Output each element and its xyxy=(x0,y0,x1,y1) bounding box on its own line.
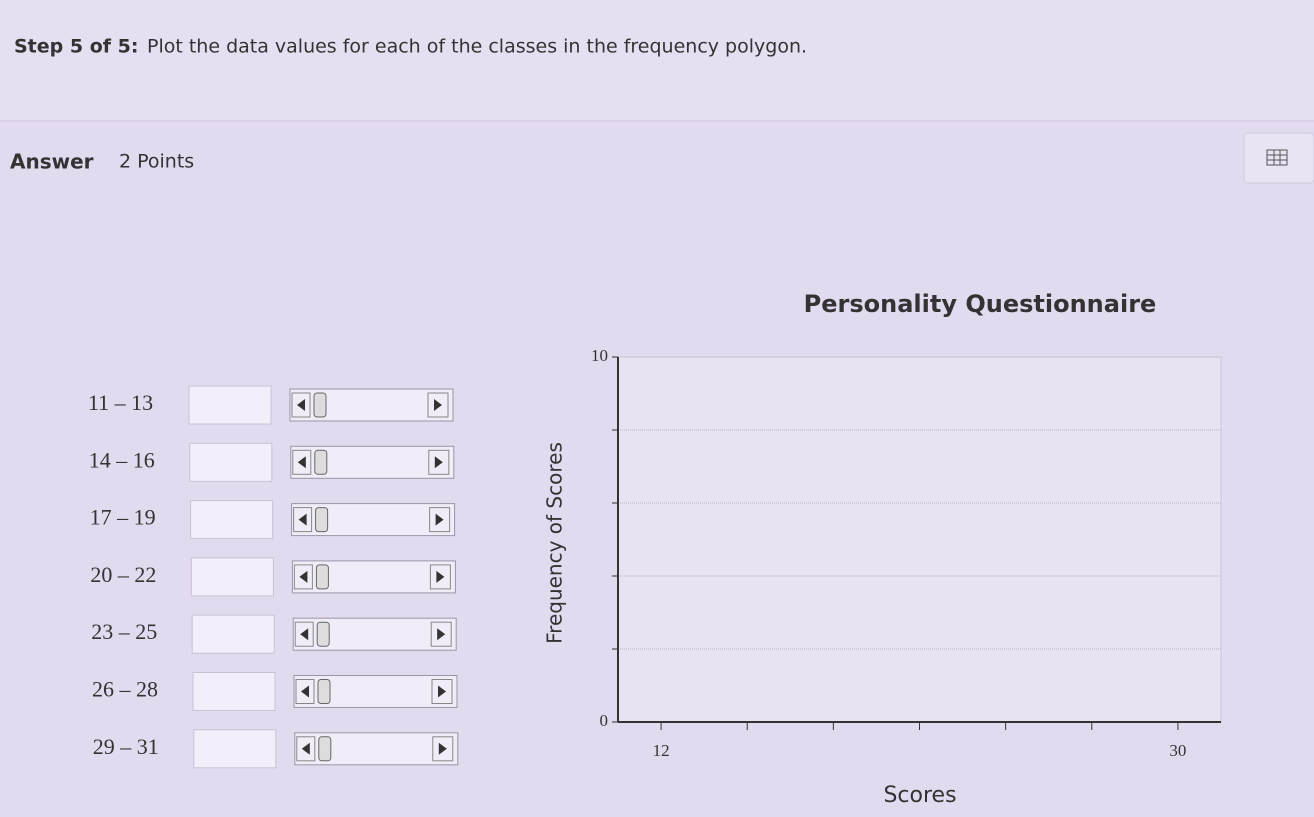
points: 2 Points xyxy=(119,151,194,173)
slider-thumb[interactable] xyxy=(313,392,327,418)
left-arrow xyxy=(301,685,309,698)
left-arrow xyxy=(298,513,307,526)
table-button[interactable] xyxy=(1243,132,1314,184)
button-bg[interactable] xyxy=(1243,132,1314,184)
table-icon-grid xyxy=(1267,150,1287,165)
class-label: 26 – 28 xyxy=(92,677,158,702)
left-arrow xyxy=(297,399,305,411)
left-arrow xyxy=(301,742,310,755)
frequency-input[interactable] xyxy=(189,442,273,482)
slider-thumb[interactable] xyxy=(314,449,328,475)
right-arrow xyxy=(438,742,447,755)
right-arrow xyxy=(434,456,443,469)
slider-thumb[interactable] xyxy=(317,679,331,704)
right-arrow xyxy=(438,685,446,698)
right-arrow xyxy=(435,513,444,526)
x-tick-label: 12 xyxy=(653,741,670,760)
header-band xyxy=(0,0,1314,120)
y-tick-label: 10 xyxy=(591,346,608,365)
plot-area[interactable] xyxy=(617,356,1222,723)
left-arrow xyxy=(299,570,308,583)
slider-thumb[interactable] xyxy=(315,507,329,533)
class-label: 29 – 31 xyxy=(93,734,159,759)
answer-label: Answer xyxy=(10,150,94,174)
frequency-input[interactable] xyxy=(193,729,277,769)
frequency-input[interactable] xyxy=(190,557,274,597)
y-tick-label: 0 xyxy=(600,711,609,730)
frequency-input[interactable] xyxy=(188,385,272,425)
class-label: 23 – 25 xyxy=(91,619,157,644)
class-label: 11 – 13 xyxy=(88,390,153,415)
class-label: 14 – 16 xyxy=(89,447,155,472)
frequency-input[interactable] xyxy=(192,672,276,711)
frequency-input[interactable] xyxy=(190,500,274,540)
slider-thumb[interactable] xyxy=(316,621,330,647)
class-label: 20 – 22 xyxy=(90,562,156,587)
chart-title: Personality Questionnaire xyxy=(804,290,1157,318)
class-label: 17 – 19 xyxy=(90,505,156,530)
table-icon[interactable] xyxy=(1266,149,1288,166)
right-arrow xyxy=(437,628,446,641)
x-tick-label: 30 xyxy=(1169,741,1186,760)
instruction: Plot the data values for each of the cla… xyxy=(147,36,807,58)
frequency-input[interactable] xyxy=(191,614,275,654)
step-label: Step 5 of 5: xyxy=(14,36,138,58)
slider-thumb[interactable] xyxy=(315,564,329,590)
left-arrow xyxy=(297,456,306,469)
y-axis-label: Frequency of Scores xyxy=(543,442,567,644)
left-arrow xyxy=(300,628,309,641)
x-axis-label: Scores xyxy=(883,783,956,808)
right-arrow xyxy=(434,399,442,411)
right-arrow xyxy=(436,570,445,583)
slider-thumb[interactable] xyxy=(318,736,332,762)
